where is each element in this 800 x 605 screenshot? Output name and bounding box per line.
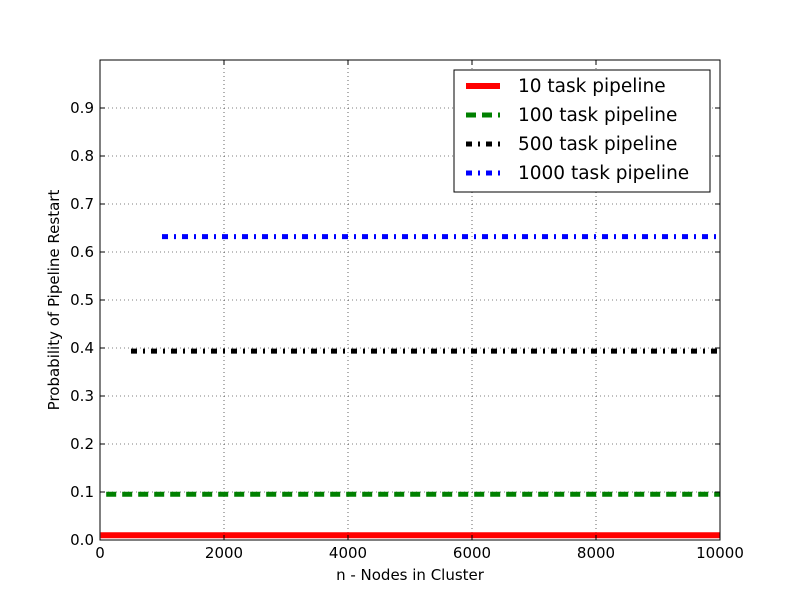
- x-tick-label: 8000: [577, 544, 615, 562]
- legend-items: 10 task pipeline 100 task pipeline 500 tas…: [466, 76, 689, 184]
- x-tick-label: 2000: [205, 544, 243, 562]
- y-tick-label: 0.8: [70, 147, 94, 165]
- tick-layer: 0 2000 4000 6000 8000 10000 0.0 0.1 0.2 0.3 0.4 0.5…: [70, 60, 744, 562]
- legend-label-1: 10 task pipeline: [518, 76, 666, 97]
- legend-label-3: 500 task pipeline: [518, 134, 677, 155]
- y-tick-label: 0.9: [70, 99, 94, 117]
- x-axis-label: n - Nodes in Cluster: [336, 566, 485, 584]
- y-tick-label: 0.1: [70, 483, 94, 501]
- x-tick-label: 10000: [696, 544, 744, 562]
- x-tick-label: 6000: [453, 544, 491, 562]
- y-tick-label: 0.4: [70, 339, 94, 357]
- y-tick-label: 0.3: [70, 387, 94, 405]
- x-tick-label: 0: [95, 544, 105, 562]
- y-axis-label: Probability of Pipeline Restart: [45, 190, 63, 411]
- legend-frame: [453, 69, 711, 193]
- y-tick-label: 0.2: [70, 435, 94, 453]
- y-tick-label: 0.7: [70, 195, 94, 213]
- y-tick-label: 0.0: [70, 531, 94, 549]
- legend-label-2: 100 task pipeline: [518, 105, 677, 126]
- legend-label-4: 1000 task pipeline: [518, 163, 689, 184]
- y-tick-label: 0.6: [70, 243, 94, 261]
- x-tick-label: 4000: [329, 544, 367, 562]
- legend: 10 task pipeline 100 task pipeline 500 tas…: [453, 69, 711, 193]
- y-tick-label: 0.5: [70, 291, 94, 309]
- series-layer: [100, 234, 720, 539]
